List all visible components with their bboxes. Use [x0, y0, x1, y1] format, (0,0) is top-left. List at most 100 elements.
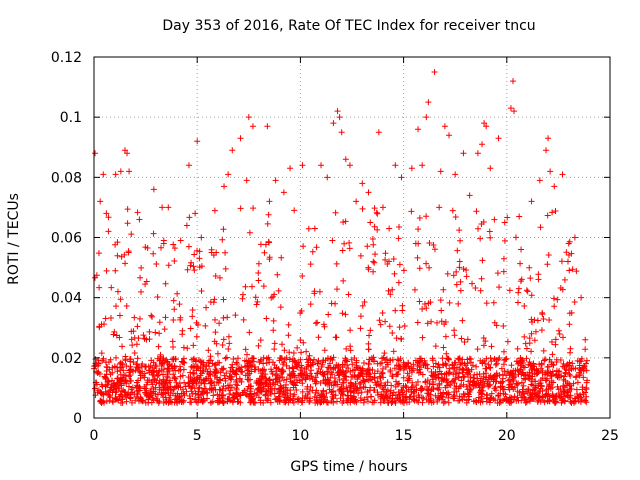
data-point [196, 248, 203, 255]
data-point [433, 319, 440, 326]
data-point [334, 286, 341, 293]
data-point [201, 377, 208, 384]
data-point [272, 177, 279, 184]
data-point [148, 385, 155, 392]
data-point [546, 356, 553, 363]
data-point [367, 327, 374, 334]
data-point [572, 365, 579, 372]
data-point [242, 346, 249, 353]
data-point [125, 249, 132, 256]
data-point [211, 296, 218, 303]
data-point [122, 377, 129, 384]
data-point [270, 327, 277, 334]
data-point [388, 382, 395, 389]
data-point [347, 388, 354, 395]
data-point [137, 372, 144, 379]
data-point [528, 381, 535, 388]
data-point [521, 333, 528, 340]
data-point [501, 357, 508, 364]
data-point [415, 226, 422, 233]
data-point [138, 288, 145, 295]
data-point [196, 255, 203, 262]
data-point [522, 340, 529, 347]
data-point [457, 278, 464, 285]
data-point [394, 381, 401, 388]
data-point [160, 394, 167, 401]
data-point [414, 378, 421, 385]
data-point [260, 354, 267, 361]
data-point [154, 373, 161, 380]
data-point [491, 355, 498, 362]
data-point [298, 362, 305, 369]
data-point [493, 360, 500, 367]
data-point [298, 308, 305, 315]
data-point [112, 171, 119, 178]
data-point [274, 271, 281, 278]
data-point [524, 288, 531, 295]
data-point [213, 368, 220, 375]
data-point [371, 259, 378, 266]
data-point [260, 383, 267, 390]
data-point [457, 361, 464, 368]
data-point [405, 359, 412, 366]
data-point [328, 398, 335, 405]
data-point [114, 375, 121, 382]
data-point [503, 395, 510, 402]
data-point [567, 398, 574, 405]
data-point [443, 350, 450, 357]
data-point [126, 168, 133, 175]
data-point [189, 307, 196, 314]
data-point [361, 299, 368, 306]
data-point [482, 365, 489, 372]
data-point [464, 336, 471, 343]
data-point [546, 317, 553, 324]
data-point [465, 391, 472, 398]
data-point [446, 299, 453, 306]
data-point [98, 350, 105, 357]
data-point [474, 150, 481, 157]
data-point [347, 382, 354, 389]
data-point [545, 252, 552, 259]
data-point [478, 275, 485, 282]
data-point [551, 183, 558, 190]
data-point [495, 392, 502, 399]
data-point [508, 362, 515, 369]
data-point [566, 362, 573, 369]
data-point [116, 385, 123, 392]
data-point [567, 372, 574, 379]
data-point [480, 370, 487, 377]
data-point [206, 363, 213, 370]
data-point [155, 343, 162, 350]
data-point [555, 368, 562, 375]
data-point [255, 277, 262, 284]
data-point [406, 375, 413, 382]
data-point [281, 347, 288, 354]
data-point [111, 328, 118, 335]
data-point [540, 347, 547, 354]
data-point [408, 208, 415, 215]
data-point [225, 171, 232, 178]
data-point [492, 372, 499, 379]
data-point [577, 357, 584, 364]
data-point [329, 371, 336, 378]
data-point [461, 339, 468, 346]
data-point [347, 368, 354, 375]
data-point [367, 376, 374, 383]
data-point [134, 323, 141, 330]
data-point [582, 346, 589, 353]
data-point [359, 180, 366, 187]
data-point [501, 368, 508, 375]
data-point [355, 390, 362, 397]
data-point [297, 337, 304, 344]
data-point [344, 392, 351, 399]
data-point [430, 242, 437, 249]
data-point [309, 387, 316, 394]
data-point [320, 387, 327, 394]
data-point [488, 390, 495, 397]
data-point [121, 147, 128, 154]
data-point [131, 349, 138, 356]
data-point [202, 385, 209, 392]
data-point [229, 361, 236, 368]
data-point [359, 367, 366, 374]
data-point [527, 361, 534, 368]
